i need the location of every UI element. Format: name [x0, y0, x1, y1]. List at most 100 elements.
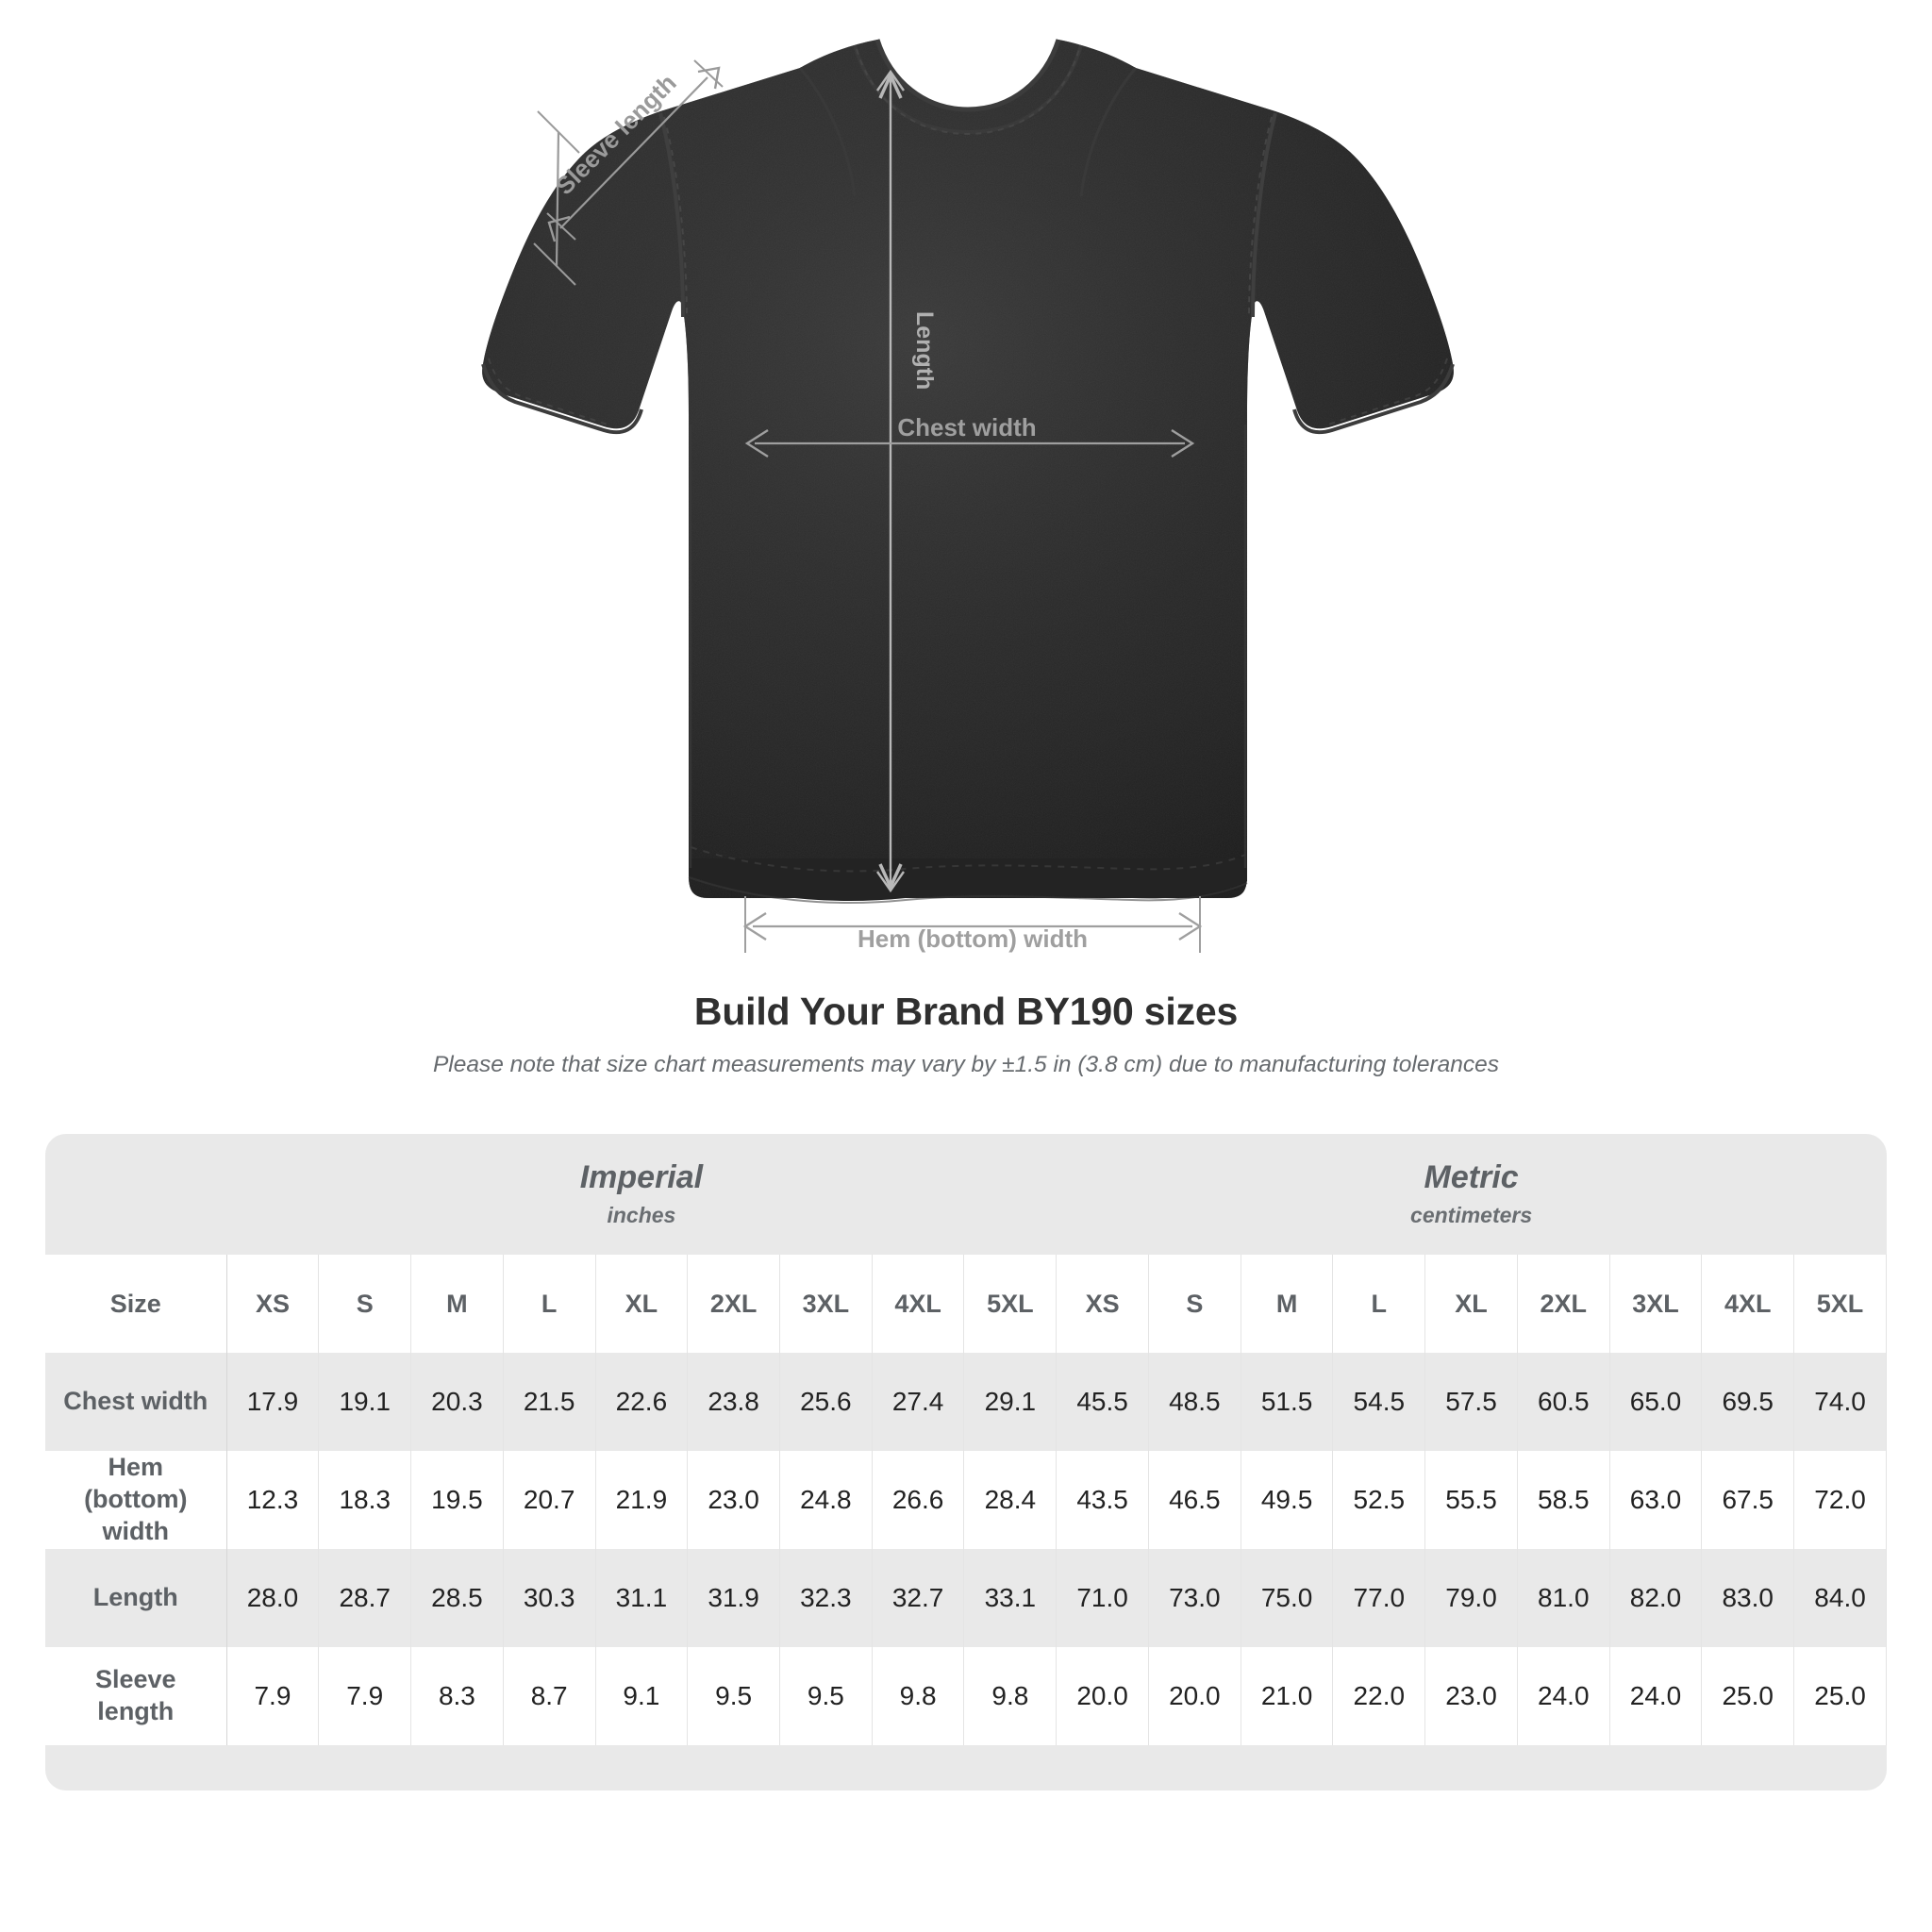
cell-metric-s: 48.5: [1147, 1353, 1241, 1451]
cell-imperial-xs: 7.9: [225, 1647, 320, 1745]
cell-imperial-l: 8.7: [502, 1647, 596, 1745]
length-label: Length: [911, 311, 938, 390]
row-label-length: Length: [45, 1549, 227, 1647]
cell-imperial-m: 8.3: [410, 1647, 504, 1745]
size-header-metric-xs: XS: [1056, 1255, 1149, 1353]
footer-cell-left: [45, 1745, 227, 1790]
size-header-metric-l: L: [1332, 1255, 1426, 1353]
cell-imperial-l: 21.5: [502, 1353, 596, 1451]
size-header-metric-5xl: 5XL: [1793, 1255, 1887, 1353]
chest-width-label: Chest width: [897, 413, 1036, 441]
cell-metric-2xl: 58.5: [1516, 1451, 1610, 1549]
cell-metric-l: 54.5: [1332, 1353, 1426, 1451]
cell-metric-3xl: 65.0: [1608, 1353, 1703, 1451]
cell-metric-m: 21.0: [1240, 1647, 1334, 1745]
size-header-imperial-3xl: 3XL: [779, 1255, 873, 1353]
size-header-imperial-m: M: [410, 1255, 504, 1353]
cell-imperial-2xl: 9.5: [687, 1647, 780, 1745]
cell-imperial-2xl: 23.0: [687, 1451, 780, 1549]
cell-imperial-s: 18.3: [318, 1451, 412, 1549]
size-chart-table: Imperial inches Metric centimeters Size …: [45, 1134, 1887, 1790]
cell-metric-4xl: 69.5: [1701, 1353, 1795, 1451]
size-header-metric-4xl: 4XL: [1701, 1255, 1795, 1353]
cell-imperial-2xl: 31.9: [687, 1549, 780, 1647]
size-header-metric-s: S: [1147, 1255, 1241, 1353]
cell-metric-l: 77.0: [1332, 1549, 1426, 1647]
tshirt-shape: [481, 39, 1455, 904]
unit-group-metric-name: Metric: [1424, 1158, 1519, 1195]
unit-group-imperial-name: Imperial: [579, 1158, 704, 1195]
cell-metric-2xl: 60.5: [1516, 1353, 1610, 1451]
size-header-imperial-xl: XL: [594, 1255, 689, 1353]
footer-cell-right: [1793, 1745, 1887, 1790]
table-row: Hem (bottom) width 12.3 18.3 19.5 20.7 21.9 23…: [45, 1451, 1887, 1549]
cell-imperial-5xl: 29.1: [963, 1353, 1058, 1451]
cell-metric-xs: 43.5: [1056, 1451, 1149, 1549]
size-header-label: Size: [45, 1255, 227, 1353]
row-label-hem-bottom-width: Hem (bottom) width: [45, 1451, 227, 1549]
tshirt-diagram: Length Chest width Sleeve length: [481, 39, 1455, 953]
unit-group-metric-sub: centimeters: [1410, 1202, 1533, 1227]
table-body: Chest width 17.9 19.1 20.3 21.5 22.6 23.8 25.6 2…: [45, 1353, 1887, 1745]
cell-metric-m: 51.5: [1240, 1353, 1334, 1451]
hem-width-label: Hem (bottom) width: [858, 924, 1088, 953]
cell-metric-3xl: 82.0: [1608, 1549, 1703, 1647]
cell-imperial-m: 19.5: [410, 1451, 504, 1549]
cell-imperial-xl: 9.1: [594, 1647, 689, 1745]
cell-metric-5xl: 25.0: [1793, 1647, 1887, 1745]
cell-metric-m: 49.5: [1240, 1451, 1334, 1549]
cell-imperial-s: 7.9: [318, 1647, 412, 1745]
row-label-chest-width: Chest width: [45, 1353, 227, 1451]
size-header-imperial-l: L: [502, 1255, 596, 1353]
cell-imperial-3xl: 32.3: [779, 1549, 873, 1647]
cell-imperial-4xl: 26.6: [871, 1451, 965, 1549]
unit-group-imperial-sub: inches: [607, 1202, 676, 1227]
size-header-metric-2xl: 2XL: [1516, 1255, 1610, 1353]
unit-group-metric: Metric centimeters: [1056, 1134, 1887, 1255]
table-foot: [45, 1745, 1887, 1790]
cell-metric-m: 75.0: [1240, 1549, 1334, 1647]
table-row: Sleeve length 7.9 7.9 8.3 8.7 9.1 9.5 9.5 9.8 9.8…: [45, 1647, 1887, 1745]
cell-metric-xs: 45.5: [1056, 1353, 1149, 1451]
size-header-imperial-4xl: 4XL: [871, 1255, 965, 1353]
length-measure: Length: [876, 69, 938, 893]
cell-metric-xs: 71.0: [1056, 1549, 1149, 1647]
cell-imperial-4xl: 27.4: [871, 1353, 965, 1451]
cell-metric-xl: 79.0: [1424, 1549, 1518, 1647]
cell-imperial-3xl: 9.5: [779, 1647, 873, 1745]
size-header-metric-3xl: 3XL: [1608, 1255, 1703, 1353]
size-header-row: Size XS S M L XL 2XL 3XL 4XL 5XL XS S M L XL 2XL 3XL 4XL…: [45, 1255, 1887, 1353]
cell-metric-xl: 23.0: [1424, 1647, 1518, 1745]
hem-width-measure: Hem (bottom) width: [742, 896, 1203, 953]
unit-group-header-row: Imperial inches Metric centimeters: [45, 1134, 1887, 1255]
cell-imperial-xs: 17.9: [225, 1353, 320, 1451]
page-title: Build Your Brand BY190 sizes: [693, 990, 1239, 1033]
size-chart-table-wrapper: Imperial inches Metric centimeters Size …: [45, 1134, 1887, 1790]
cell-metric-xl: 55.5: [1424, 1451, 1518, 1549]
cell-imperial-4xl: 32.7: [871, 1549, 965, 1647]
size-header-imperial-2xl: 2XL: [687, 1255, 780, 1353]
table-head: Imperial inches Metric centimeters Size …: [45, 1134, 1887, 1353]
cell-imperial-xl: 21.9: [594, 1451, 689, 1549]
cell-imperial-xs: 12.3: [225, 1451, 320, 1549]
cell-metric-3xl: 63.0: [1608, 1451, 1703, 1549]
title-block: Build Your Brand BY190 sizes Please note…: [0, 989, 1932, 1080]
footer-cell-mid: [226, 1745, 1794, 1790]
size-header-imperial-s: S: [318, 1255, 412, 1353]
cell-metric-s: 46.5: [1147, 1451, 1241, 1549]
cell-imperial-xs: 28.0: [225, 1549, 320, 1647]
cell-imperial-2xl: 23.8: [687, 1353, 780, 1451]
cell-metric-4xl: 83.0: [1701, 1549, 1795, 1647]
cell-metric-l: 52.5: [1332, 1451, 1426, 1549]
chest-width-measure: Chest width: [744, 413, 1195, 458]
unit-group-imperial: Imperial inches: [226, 1134, 1057, 1255]
unit-header-spacer: [45, 1134, 227, 1255]
cell-metric-4xl: 25.0: [1701, 1647, 1795, 1745]
cell-metric-5xl: 84.0: [1793, 1549, 1887, 1647]
cell-metric-xl: 57.5: [1424, 1353, 1518, 1451]
cell-metric-s: 73.0: [1147, 1549, 1241, 1647]
table-row: Chest width 17.9 19.1 20.3 21.5 22.6 23.8 25.6 2…: [45, 1353, 1887, 1451]
cell-imperial-3xl: 24.8: [779, 1451, 873, 1549]
cell-metric-3xl: 24.0: [1608, 1647, 1703, 1745]
